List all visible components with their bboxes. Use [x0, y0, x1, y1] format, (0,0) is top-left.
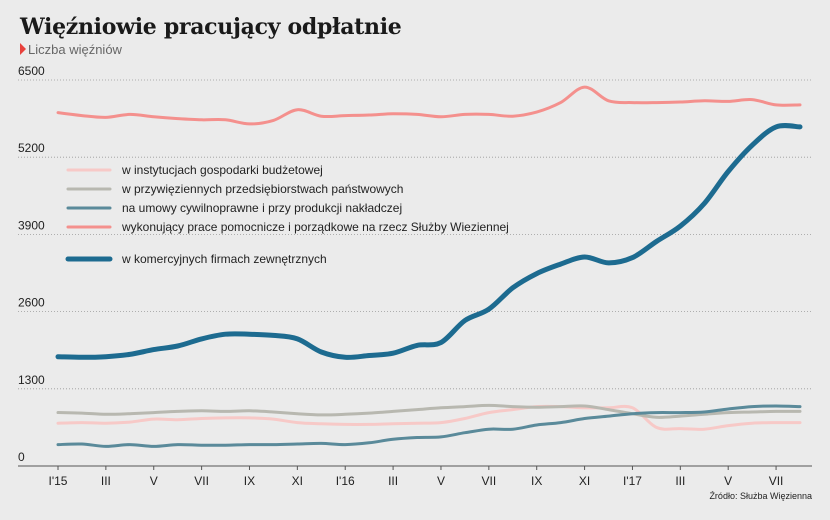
- chart-subtitle: Liczba więźniów: [20, 42, 122, 57]
- legend-label-5: w komercyjnych firmach zewnętrznych: [121, 252, 327, 266]
- x-tick-label: III: [675, 474, 685, 488]
- x-tick-label: III: [101, 474, 111, 488]
- x-tick-label: VII: [194, 474, 209, 488]
- series-line-2: [56, 403, 802, 419]
- legend-label-1: w instytucjach gospodarki budżetowej: [121, 163, 323, 177]
- x-tick-label: VII: [769, 474, 784, 488]
- legend: w instytucjach gospodarki budżetowej w pr…: [65, 163, 509, 266]
- legend-label-4: wykonujący prace pomocnicze i porządkowe…: [121, 220, 509, 234]
- series-line-1: [56, 404, 802, 431]
- grid: [18, 79, 812, 390]
- y-tick-label: 1300: [18, 373, 45, 387]
- y-tick-label: 3900: [18, 218, 45, 232]
- x-tick-label: XI: [579, 474, 590, 488]
- x-tick-label: VII: [482, 474, 497, 488]
- x-tick-label: V: [724, 474, 732, 488]
- x-tick-label: I'15: [49, 474, 68, 488]
- chart-subtitle-text: Liczba więźniów: [28, 42, 122, 57]
- series-line-5: [55, 123, 803, 360]
- x-tick-label: V: [150, 474, 158, 488]
- y-tick-label: 0: [18, 450, 25, 464]
- x-tick-label: I'16: [336, 474, 355, 488]
- x-tick-label: V: [437, 474, 445, 488]
- x-tick-label: I'17: [623, 474, 642, 488]
- chart-title: Więźniowie pracujący odpłatnie: [20, 14, 402, 40]
- legend-label-3: na umowy cywilnoprawne i przy produkcji …: [122, 201, 402, 215]
- y-tick-label: 2600: [18, 296, 45, 310]
- x-tick-label: IX: [531, 474, 542, 488]
- x-tick-label: III: [388, 474, 398, 488]
- series-line-4: [56, 85, 802, 126]
- chart-source: Źródło: Służba Więzienna: [709, 491, 812, 501]
- series-lines: [55, 85, 803, 448]
- y-tick-label: 5200: [18, 141, 45, 155]
- series-line-3: [56, 404, 802, 448]
- subtitle-marker-icon: [20, 43, 26, 55]
- axes: 0 1300 2600 3900 5200 6500 I'15 III V VII IX XI I'16…: [18, 64, 812, 488]
- legend-label-2: w przywięziennych przedsiębiorstwach pań…: [121, 182, 403, 196]
- x-tick-label: IX: [244, 474, 255, 488]
- x-tick-label: XI: [292, 474, 303, 488]
- y-tick-label: 6500: [18, 64, 45, 78]
